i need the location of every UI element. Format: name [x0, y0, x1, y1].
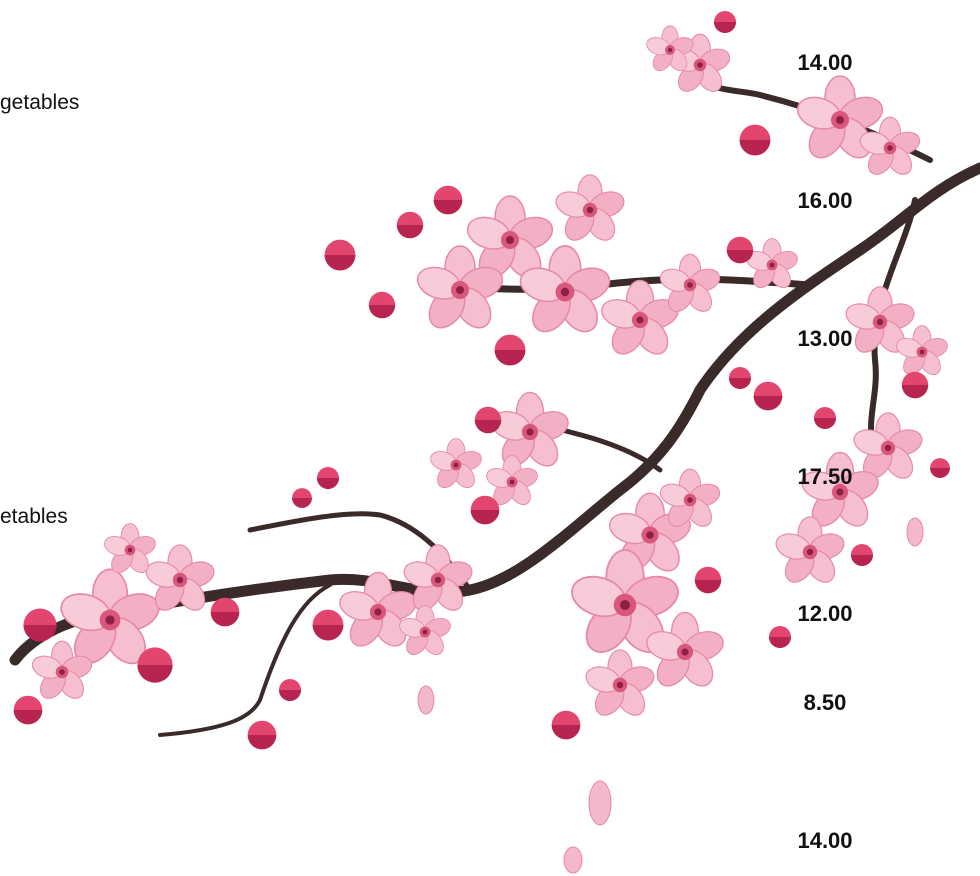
- bud: [729, 367, 751, 389]
- bud: [312, 609, 344, 641]
- bud: [247, 720, 277, 750]
- bud: [739, 124, 771, 156]
- petal: [588, 780, 612, 826]
- flower: [487, 391, 573, 473]
- petal: [563, 846, 583, 874]
- petal: [417, 685, 435, 715]
- bud: [396, 211, 424, 239]
- bud: [470, 495, 500, 525]
- flower: [427, 438, 485, 493]
- bud: [210, 597, 240, 627]
- bud: [137, 647, 173, 683]
- item-name: etables: [0, 505, 68, 528]
- price: 8.50: [803, 690, 847, 715]
- bud: [714, 11, 736, 33]
- bud: [494, 334, 526, 366]
- price: 17.50: [797, 464, 853, 489]
- price: 12.00: [797, 601, 853, 626]
- bud: [814, 407, 836, 429]
- bud: [769, 626, 791, 648]
- bud: [317, 467, 339, 489]
- bud: [694, 566, 722, 594]
- branches: [9, 77, 980, 737]
- petal: [906, 517, 924, 547]
- price: 13.00: [797, 326, 853, 351]
- bud: [292, 488, 312, 508]
- bud: [851, 544, 873, 566]
- bud: [433, 185, 463, 215]
- bud: [368, 291, 396, 319]
- bud: [726, 236, 754, 264]
- bud: [13, 695, 43, 725]
- falling-petals: [417, 517, 924, 874]
- bud: [901, 371, 929, 399]
- price: 16.00: [797, 188, 853, 213]
- flower: [552, 174, 628, 247]
- flower: [597, 279, 683, 361]
- item-name: getables: [0, 91, 80, 114]
- price: 14.00: [797, 828, 853, 853]
- price: 14.00: [797, 50, 853, 75]
- flower: [582, 649, 658, 722]
- flower: [772, 516, 848, 589]
- bud: [753, 381, 783, 411]
- bud: [551, 710, 581, 740]
- bud: [23, 608, 57, 642]
- bud: [474, 406, 502, 434]
- bud: [324, 239, 356, 271]
- bud: [279, 679, 301, 701]
- bud: [930, 458, 950, 478]
